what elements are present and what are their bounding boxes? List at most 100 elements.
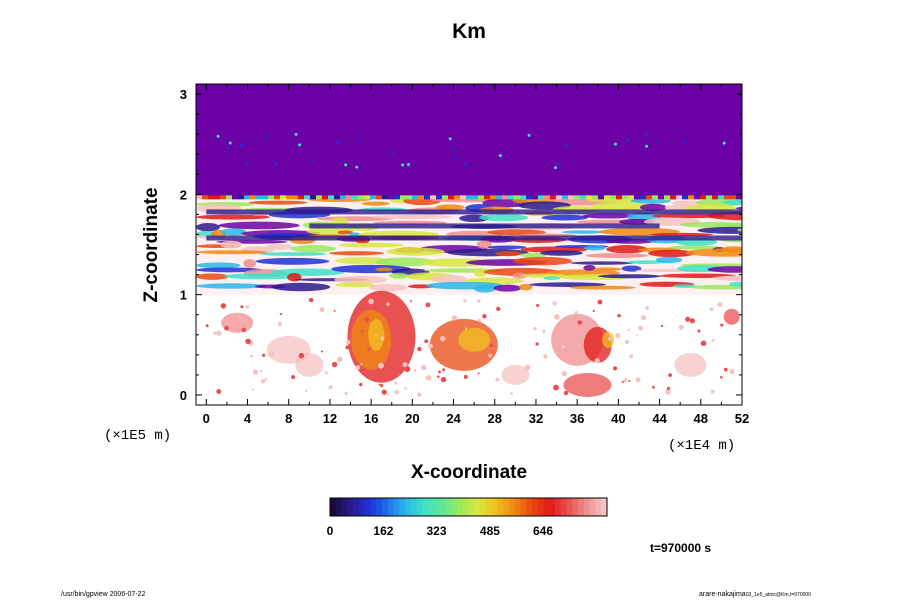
plume-speck [594, 358, 600, 364]
turbulent-streak [224, 273, 302, 280]
plume-speck [624, 339, 630, 345]
plume-speck [697, 329, 701, 333]
turbulent-streak [593, 267, 622, 272]
turbulent-streak [196, 222, 221, 232]
upper-point [298, 143, 302, 147]
x-tick-label: 4 [244, 411, 252, 426]
plume-speck [424, 339, 429, 344]
boundary-cell [316, 195, 322, 200]
plume-speck [344, 391, 348, 396]
upper-point [464, 163, 468, 167]
boundary-cell [202, 195, 208, 200]
upper-point [310, 159, 314, 163]
plume-speck [463, 299, 467, 303]
plume-speck [645, 305, 649, 310]
plume-speck [700, 340, 707, 347]
boundary-cell [298, 195, 304, 200]
boundary-cell [670, 195, 676, 200]
plume-speck [213, 331, 217, 335]
plume-speck [488, 353, 493, 358]
plume-speck [717, 301, 723, 307]
turbulent-streak [667, 245, 722, 250]
turbulent-streak [650, 232, 714, 237]
dark-band [206, 209, 742, 215]
plume-speck [608, 336, 613, 341]
upper-point [498, 154, 502, 158]
plume-speck [364, 317, 370, 323]
plume-speck [360, 363, 363, 366]
colorbar-cell [583, 498, 590, 516]
turbulent-streak [647, 249, 695, 258]
upper-point [654, 141, 658, 145]
boundary-cell [520, 195, 526, 200]
plume-speck [482, 314, 487, 319]
plume-speck [668, 373, 672, 377]
plume-speck [216, 389, 222, 394]
colorbar-cell [405, 498, 412, 516]
upper-point [228, 141, 232, 145]
plume-speck [477, 299, 481, 303]
turbulent-streak [543, 276, 561, 280]
plume-speck [510, 392, 513, 395]
plume-speck [629, 354, 634, 359]
boundary-cell [292, 195, 298, 200]
boundary-cell [568, 195, 574, 200]
plume-speck [331, 361, 338, 368]
plume-speck [345, 339, 351, 345]
boundary-cell [448, 195, 454, 200]
plume-speck [355, 365, 361, 370]
turbulent-streak [487, 229, 546, 236]
colorbar-cell [468, 498, 475, 516]
plume-speck [413, 368, 417, 372]
colorbar-cell [358, 498, 365, 516]
boundary-cell [340, 195, 346, 200]
upper-point [527, 133, 531, 137]
colorbar-tick-label: 323 [426, 524, 446, 538]
upper-point [274, 162, 278, 166]
plume-speck [603, 350, 608, 355]
plume-speck [685, 316, 691, 322]
colorbar-frame [329, 497, 608, 517]
plume-speck [252, 369, 259, 375]
boundary-cell [712, 195, 718, 200]
colorbar-cell [370, 498, 377, 516]
turbulent-streak [711, 275, 742, 282]
plume-speck [298, 352, 305, 359]
turbulent-streak [431, 274, 468, 284]
plume-speck [535, 342, 539, 346]
turbulent-streak [584, 245, 606, 251]
boundary-cell [688, 195, 694, 200]
plume-speck [417, 392, 422, 397]
plume-speck [386, 302, 390, 306]
turbulent-streak [473, 284, 497, 293]
boundary-cell [514, 195, 520, 200]
boundary-cell [322, 195, 328, 200]
upper-point [265, 137, 269, 141]
plume-speck [404, 387, 407, 390]
colorbar-cell [393, 498, 400, 516]
plume-speck [723, 367, 728, 372]
x-tick-label: 12 [323, 411, 337, 426]
plume-speck [277, 321, 283, 327]
boundary-cell [676, 195, 682, 200]
x-tick-label: 20 [405, 411, 419, 426]
plume-speck [393, 331, 397, 334]
plume-speck [451, 315, 457, 321]
boundary-cell [412, 195, 418, 200]
plume-speck [240, 305, 244, 309]
upper-point [565, 144, 569, 148]
colorbar-cell [462, 498, 469, 516]
turbulent-layer [196, 195, 742, 295]
plume-speck [438, 370, 441, 374]
plume-speck [477, 372, 480, 375]
plume-speck [542, 329, 546, 333]
colorbar-tick-label: 0 [327, 524, 334, 538]
plume-speck [333, 309, 336, 312]
colorbar-cell [387, 498, 394, 516]
y-tick-label: 1 [180, 288, 187, 303]
plume [501, 364, 530, 385]
colorbar: 0 162 323 485 646 [327, 497, 608, 538]
plume-speck [391, 313, 397, 319]
turbulent-streak [338, 242, 404, 248]
boundary-cell [376, 195, 382, 200]
